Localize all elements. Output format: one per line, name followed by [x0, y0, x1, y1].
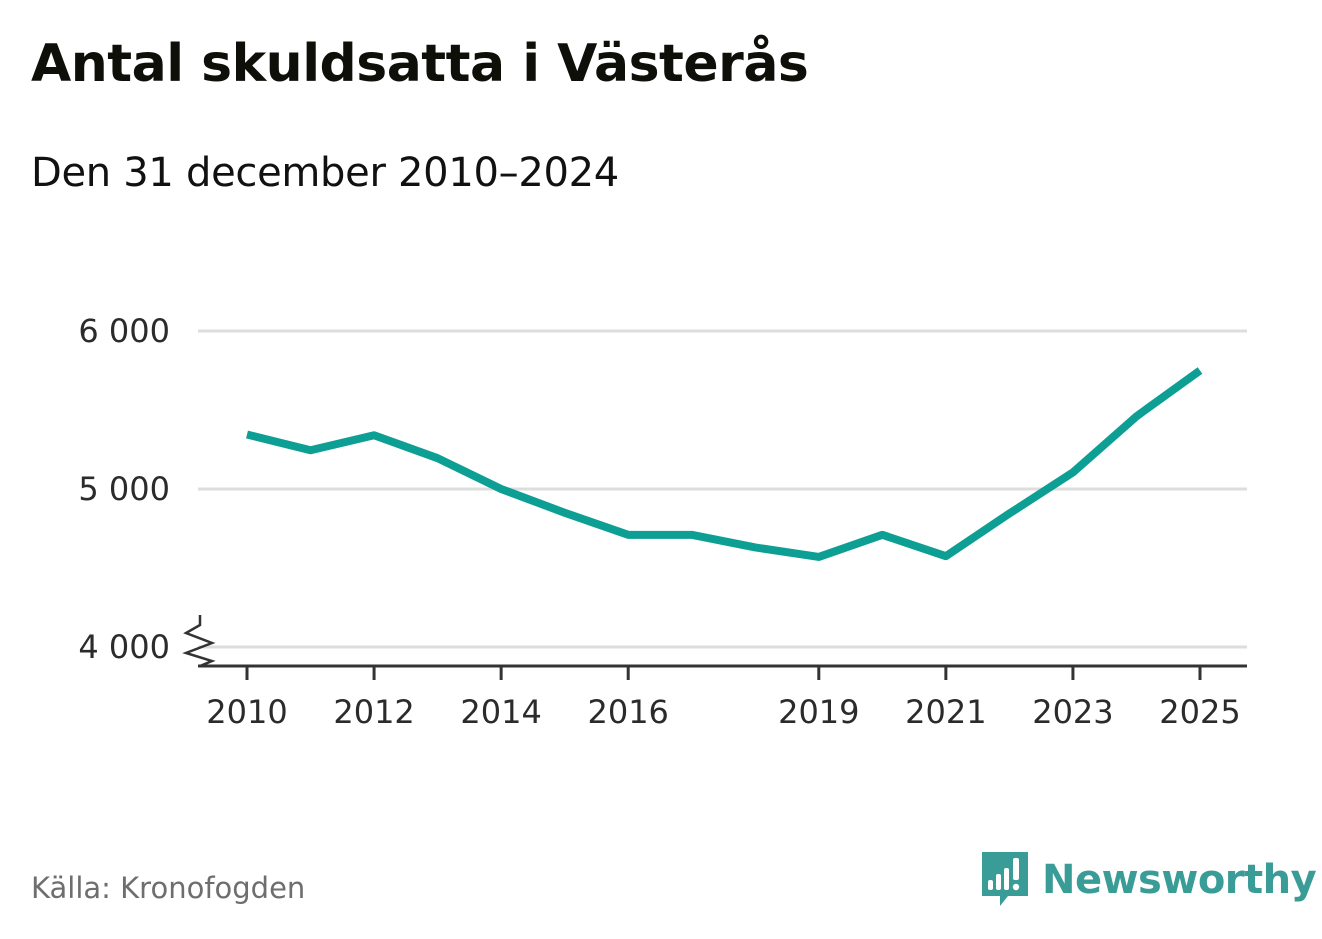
x-tick-label-2021: 2021: [905, 693, 986, 731]
brand-logo: Newsworthy: [980, 850, 1317, 910]
series-line-0: [246, 367, 1203, 561]
x-tick-label-2019: 2019: [778, 693, 859, 731]
series-layer: [246, 367, 1203, 561]
chart-subtitle: Den 31 december 2010–2024: [31, 150, 619, 196]
x-axis: [198, 664, 1247, 680]
y-tick-label-4000: 4 000: [78, 628, 170, 666]
y-tick-label-5000: 5 000: [78, 470, 170, 508]
x-tick-label-2025: 2025: [1159, 693, 1240, 731]
x-tick-labels: 2010 2012 2014 2016 2019 2021 2023 2025: [206, 693, 1240, 731]
newsworthy-logo-icon: [982, 852, 1028, 906]
gridlines: [198, 329, 1247, 649]
x-tick-label-2023: 2023: [1032, 693, 1113, 731]
x-tick-label-2012: 2012: [333, 693, 414, 731]
x-tick-label-2010: 2010: [206, 693, 287, 731]
x-tick-label-2014: 2014: [460, 693, 541, 731]
chart-title: Antal skuldsatta i Västerås: [31, 34, 809, 94]
axis-break-zigzag: [182, 615, 216, 668]
y-axis-break: [182, 615, 216, 668]
x-tick-label-2016: 2016: [587, 693, 668, 731]
line-chart: 6 000 5 000 4 000 2010 2012 2014 2016 2019 2021…: [78, 312, 1247, 731]
source-note: Källa: Kronofogden: [31, 871, 306, 905]
y-tick-label-6000: 6 000: [78, 312, 170, 350]
y-tick-labels: 6 000 5 000 4 000: [78, 312, 170, 666]
brand-name: Newsworthy: [1042, 857, 1317, 903]
